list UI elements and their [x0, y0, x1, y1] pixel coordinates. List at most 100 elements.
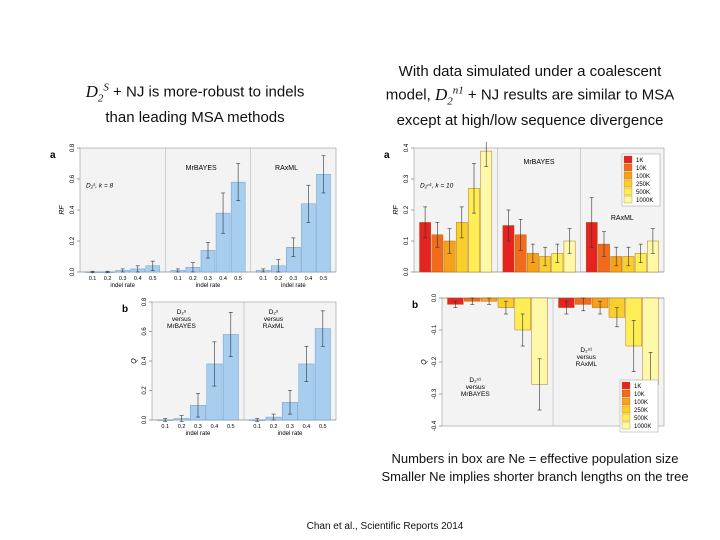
legend-label: 1000K [636, 198, 653, 204]
y-tick-label: 0.6 [70, 174, 76, 183]
legend-swatch [621, 397, 631, 406]
left-heading-line1: + NJ is more-robust to indels [108, 83, 305, 101]
group-label-line3: RAxML [263, 323, 285, 330]
group-label: MrBAYES [186, 165, 217, 172]
left-heading: D2S + NJ is more-robust to indels than l… [60, 78, 330, 127]
right-heading-line3: except at high/low sequence divergence [396, 112, 664, 130]
x-tick-label: 0.5 [149, 276, 157, 282]
legend-swatch [623, 187, 633, 196]
inset-label: D₂ˢ, k = 8 [86, 183, 114, 190]
left-heading-line2: than leading MSA methods [105, 109, 285, 127]
y-tick-label: 0.4 [70, 205, 76, 214]
y-axis-label: Q [131, 358, 138, 364]
group-label-line1: D₂ˢ [177, 309, 187, 316]
x-tick-label: 0.1 [161, 424, 169, 430]
legend-label: 10K [636, 166, 647, 172]
legend-swatch [621, 421, 631, 430]
y-axis-label: Q [421, 359, 428, 365]
y-tick-label: -0.1 [432, 324, 438, 335]
y-tick-label: 0.4 [142, 356, 148, 365]
legend-label: 500K [636, 190, 650, 196]
legend-swatch [623, 171, 633, 180]
y-axis-label: RF [393, 205, 400, 215]
legend-label: 500K [634, 416, 648, 422]
group-label-line2: versus [577, 354, 597, 361]
group-label-line1: D₂ⁿ¹ [469, 377, 482, 384]
x-tick-label: 0.4 [211, 424, 219, 430]
group-label-line3: MrBAYES [167, 323, 196, 330]
group-label-line3: MrBAYES [461, 391, 490, 398]
legend-swatch [623, 155, 633, 164]
caption-line1: Numbers in box are Ne = effective popula… [391, 451, 679, 466]
legend-label: 100K [634, 400, 648, 406]
x-axis-label: indel rate [281, 283, 306, 289]
y-tick-label: 0.6 [142, 327, 148, 336]
x-tick-label: 0.5 [227, 424, 235, 430]
y-tick-label: 0.2 [142, 386, 148, 395]
x-tick-label: 0.5 [234, 276, 242, 282]
x-tick-label: 0.4 [305, 276, 313, 282]
group-label-line1: D₂ˢ [269, 309, 279, 316]
x-axis-label: indel rate [110, 283, 135, 289]
group-label: RAxML [611, 215, 634, 222]
x-tick-label: 0.2 [178, 424, 186, 430]
legend-label: 1000K [634, 424, 651, 430]
inset-label: D₂ⁿ¹, k = 10 [420, 183, 454, 190]
y-tick-label: 0.4 [404, 143, 410, 152]
y-tick-label: 0.0 [432, 293, 438, 302]
y-tick-label: 0.0 [142, 415, 148, 424]
group-label-line2: versus [264, 316, 284, 323]
d2n1-symbol: D2n1 [434, 84, 464, 108]
x-tick-label: 0.5 [319, 424, 327, 430]
group-label: RAxML [275, 165, 298, 172]
caption: Numbers in box are Ne = effective popula… [360, 450, 710, 486]
x-tick-label: 0.5 [320, 276, 328, 282]
x-tick-label: 0.2 [270, 424, 278, 430]
legend-label: 100K [636, 174, 650, 180]
panel-letter: a [50, 150, 56, 161]
group-label-line2: versus [466, 384, 486, 391]
y-tick-label: 0.0 [70, 267, 76, 276]
x-tick-label: 0.1 [259, 276, 267, 282]
caption-line2: Smaller Ne implies shorter branch length… [381, 469, 689, 484]
y-tick-label: 0.8 [142, 297, 148, 306]
y-tick-label: 0.0 [404, 267, 410, 276]
legend-label: 10K [634, 392, 645, 398]
y-tick-label: -0.3 [432, 388, 438, 399]
left-figure: a 0.0 0.2 0.4 0.6 0.8 RF 0.1 0.2 0.3 0.4 0.5 indel r… [50, 143, 337, 437]
y-tick-label: -0.4 [432, 420, 438, 431]
legend-label: 250K [634, 408, 648, 414]
y-axis-label: RF [59, 205, 66, 215]
group-label-line1: D₂ⁿ¹ [580, 347, 593, 354]
x-tick-label: 0.1 [89, 276, 97, 282]
y-tick-label: 0.3 [404, 174, 410, 183]
x-tick-label: 0.3 [286, 424, 294, 430]
legend-label: 250K [636, 182, 650, 188]
x-axis-label: indel rate [196, 283, 221, 289]
x-tick-label: 0.2 [189, 276, 197, 282]
y-tick-label: -0.2 [432, 356, 438, 367]
bar [480, 150, 493, 273]
legend-swatch [623, 163, 633, 172]
group-label-line2: versus [172, 316, 192, 323]
x-axis-label: indel rate [186, 431, 211, 437]
legend-swatch [623, 179, 633, 188]
legend-swatch [621, 405, 631, 414]
x-tick-label: 0.3 [119, 276, 127, 282]
group-label: MrBAYES [524, 159, 555, 166]
y-tick-label: 0.2 [70, 236, 76, 245]
x-tick-label: 0.4 [303, 424, 311, 430]
legend-swatch [621, 413, 631, 422]
legend-swatch [621, 381, 631, 390]
legend-swatch [623, 195, 633, 204]
panel-letter: b [412, 300, 418, 311]
legend-swatch [621, 389, 631, 398]
y-tick-label: 0.8 [70, 143, 76, 152]
right-heading-line1: With data simulated under a coalescent [398, 63, 662, 80]
right-figure: a 0.0 0.1 0.2 0.3 0.4 RF MrBAYES RAxML D₂ⁿ¹, k = … [384, 142, 665, 433]
x-axis-label: indel rate [278, 431, 303, 437]
x-tick-label: 0.2 [274, 276, 282, 282]
panel-letter: b [122, 304, 128, 315]
x-tick-label: 0.1 [253, 424, 261, 430]
x-tick-label: 0.3 [194, 424, 202, 430]
